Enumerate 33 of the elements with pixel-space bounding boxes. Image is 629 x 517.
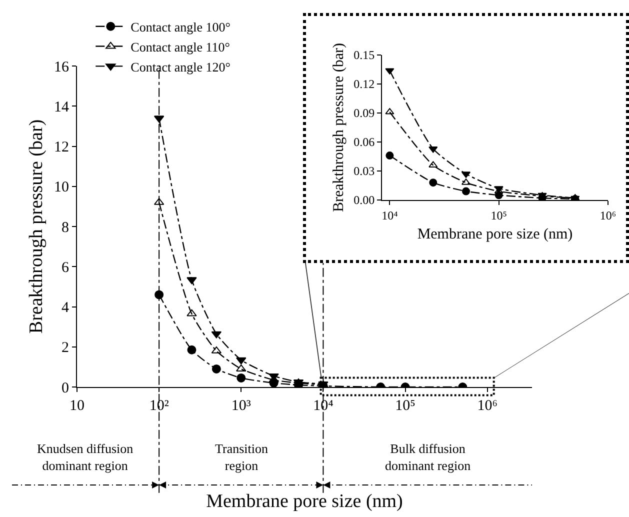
y-tick-label: 0.00 (354, 193, 375, 208)
y-tick-label: 14 (54, 99, 70, 116)
x-axis-title: Membrane pore size (nm) (417, 226, 573, 242)
y-axis-title: Breakthrough pressure (bar) (26, 119, 47, 334)
y-tick-label: 16 (54, 59, 70, 76)
y-tick-label: 2 (62, 340, 69, 356)
y-tick-label: 0.12 (354, 77, 375, 92)
text: Knudsen diffusion dominant region (37, 441, 134, 473)
y-tick-label: 6 (62, 260, 70, 276)
x-tick-label: 10⁴ (382, 208, 398, 222)
y-tick-label: 4 (62, 300, 70, 316)
y-tick-label: 12 (54, 140, 69, 156)
x-tick-label: 10⁴ (313, 398, 334, 414)
y-tick-label: 0.06 (354, 135, 375, 150)
x-tick-label: 10³ (231, 398, 252, 414)
legend-label: Contact angle 100° (130, 19, 230, 34)
x-tick-label: 10⁵ (490, 208, 507, 222)
y-tick-label: 0.09 (354, 106, 375, 120)
x-tick-label: 10⁶ (600, 208, 616, 222)
x-axis-title: Membrane pore size (nm) (206, 490, 403, 512)
y-axis-title: Breakthrough pressure (bar) (330, 42, 347, 212)
text: Bulk diffusion dominant region (385, 441, 472, 473)
x-tick-label: 10² (149, 398, 170, 414)
y-tick-label: 0.03 (354, 164, 375, 178)
legend-label: Contact angle 110° (130, 39, 230, 54)
y-tick-label: 0.15 (354, 48, 375, 62)
y-tick-label: 0 (62, 380, 69, 396)
text: Transition region (215, 441, 268, 473)
x-tick-label: 10⁵ (395, 398, 416, 414)
y-tick-label: 8 (62, 220, 69, 236)
y-tick-label: 10 (54, 180, 69, 196)
x-tick-label: 10⁶ (477, 398, 498, 414)
legend-label: Contact angle 120° (130, 59, 230, 74)
